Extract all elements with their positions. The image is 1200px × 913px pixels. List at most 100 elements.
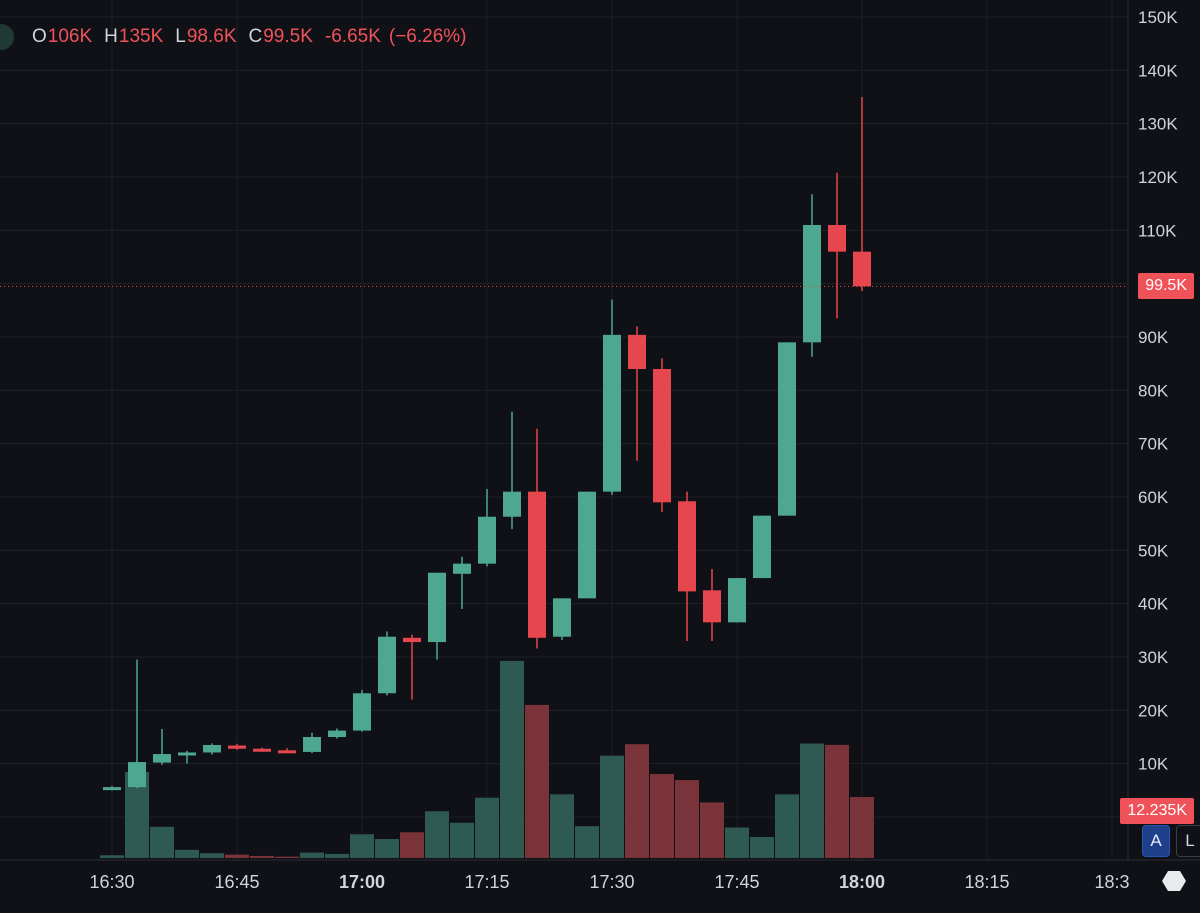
volume-bar <box>475 797 499 858</box>
tradingview-logo-icon[interactable] <box>1162 870 1186 892</box>
candle-body <box>178 752 196 756</box>
volume-bar <box>425 811 449 858</box>
volume-bar <box>675 780 699 858</box>
candle-body <box>478 516 496 564</box>
candle-body <box>278 750 296 754</box>
candle-body <box>828 225 846 252</box>
volume-badge: 12.235K <box>1120 798 1194 824</box>
candle-body <box>503 491 521 517</box>
y-tick-label: 110K <box>1138 221 1177 240</box>
candle-body <box>778 342 796 516</box>
x-tick-label: 17:45 <box>714 872 759 892</box>
high-label: H <box>104 26 118 47</box>
x-tick-label: 17:15 <box>464 872 509 892</box>
candle-body <box>103 787 121 791</box>
volume-bar <box>325 853 349 858</box>
y-tick-label: 70K <box>1138 435 1169 454</box>
volume-bar <box>575 826 599 858</box>
y-tick-label: 40K <box>1138 595 1169 614</box>
volume-bar <box>200 853 224 858</box>
candle-body <box>128 762 146 788</box>
candle-body <box>203 745 221 753</box>
candle-body <box>678 501 696 592</box>
y-tick-label: 140K <box>1138 61 1178 80</box>
high-value: 135K <box>118 26 164 47</box>
volume-bar <box>525 704 549 858</box>
volume-bar <box>850 797 874 858</box>
candle-body <box>378 636 396 694</box>
candle-body <box>153 754 171 763</box>
candle-body <box>853 251 871 287</box>
candle-body <box>528 491 546 638</box>
volume-bar <box>775 794 799 858</box>
change-value: -6.65K <box>324 26 381 47</box>
volume-bar <box>550 794 574 858</box>
auto-scale-button[interactable]: A <box>1142 825 1170 857</box>
volume-bar <box>600 755 624 858</box>
x-tick-label: 16:30 <box>89 872 134 892</box>
y-tick-label: 90K <box>1138 328 1169 347</box>
candle-body <box>303 737 321 752</box>
candle-body <box>803 225 821 343</box>
candle-body <box>753 515 771 579</box>
candle-body <box>428 572 446 643</box>
open-value: 106K <box>47 26 93 47</box>
y-tick-label: 120K <box>1138 168 1178 187</box>
x-tick-label: 17:00 <box>339 872 385 892</box>
close-value: 99.5K <box>263 26 313 47</box>
x-tick-label: 17:30 <box>589 872 634 892</box>
volume-bar <box>625 744 649 858</box>
candle-body <box>228 745 246 749</box>
candle-body <box>328 730 346 737</box>
volume-bar <box>400 832 424 858</box>
volume-bar <box>150 826 174 858</box>
y-tick-label: 150K <box>1138 8 1178 27</box>
y-tick-label: 80K <box>1138 381 1169 400</box>
volume-bar <box>700 802 724 858</box>
volume-bar <box>250 855 274 858</box>
volume-bar <box>300 852 324 858</box>
volume-bar <box>650 774 674 858</box>
candle-body <box>578 491 596 599</box>
volume-bar <box>450 822 474 858</box>
volume-bar <box>100 855 124 858</box>
volume-bar <box>175 849 199 858</box>
volume-bar <box>750 837 774 858</box>
change-percent: (−6.26%) <box>388 26 467 47</box>
volume-bar <box>275 856 299 858</box>
volume-bar <box>350 834 374 858</box>
candle-body <box>703 590 721 623</box>
ohlc-legend: O 106K H 135K L 98.6K C 99.5K -6.65K (−6… <box>0 24 475 50</box>
x-tick-label: 16:45 <box>214 872 259 892</box>
low-value: 98.6K <box>186 26 237 47</box>
x-tick-label: 18:15 <box>964 872 1009 892</box>
volume-bar <box>825 744 849 858</box>
y-tick-label: 130K <box>1138 115 1178 134</box>
x-tick-label: 18:3 <box>1094 872 1129 892</box>
y-tick-label: 60K <box>1138 488 1169 507</box>
volume-bar <box>375 839 399 858</box>
volume-bar <box>225 854 249 858</box>
candle-body <box>553 598 571 637</box>
close-label: C <box>248 26 263 47</box>
open-label: O <box>32 26 47 47</box>
volume-bar <box>725 827 749 858</box>
log-scale-button[interactable]: L <box>1176 825 1200 857</box>
low-label: L <box>175 26 186 47</box>
candle-body <box>453 563 471 574</box>
volume-bar <box>800 743 824 858</box>
candle-body <box>253 748 271 752</box>
y-tick-label: 10K <box>1138 755 1169 774</box>
symbol-indicator-icon[interactable] <box>0 24 14 50</box>
volume-bar <box>500 660 524 858</box>
y-tick-label: 50K <box>1138 541 1169 560</box>
candle-body <box>353 693 371 731</box>
y-tick-label: 20K <box>1138 701 1169 720</box>
candle-body <box>728 578 746 623</box>
last-price-badge: 99.5K <box>1138 273 1194 299</box>
candle-body <box>403 637 421 643</box>
x-tick-label: 18:00 <box>839 872 885 892</box>
y-tick-label: 30K <box>1138 648 1169 667</box>
candle-body <box>653 369 671 503</box>
